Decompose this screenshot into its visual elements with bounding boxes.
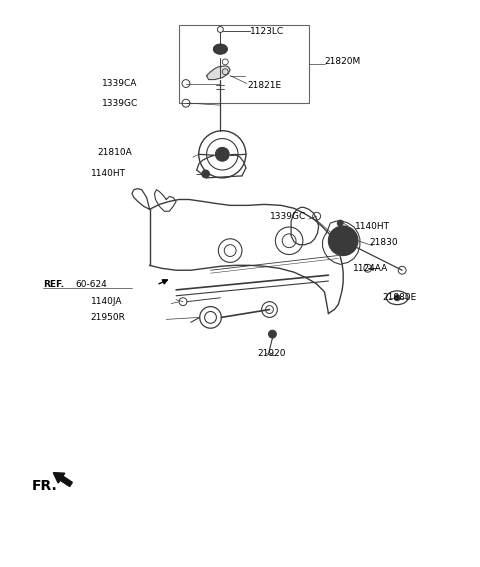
Text: 21880E: 21880E [383,293,417,302]
Circle shape [268,330,276,338]
Text: REF.: REF. [44,281,65,290]
Text: 1140HT: 1140HT [91,170,126,179]
Circle shape [394,295,400,301]
Circle shape [202,170,210,178]
Text: 1124AA: 1124AA [353,264,388,273]
FancyArrow shape [53,473,72,486]
Ellipse shape [214,44,227,54]
Circle shape [337,220,343,226]
Text: 1339GC: 1339GC [102,99,139,108]
Text: 1339GC: 1339GC [269,211,306,221]
Polygon shape [206,66,230,79]
Text: 1339CA: 1339CA [102,79,138,88]
Text: 21920: 21920 [258,349,286,358]
Text: 21821E: 21821E [247,81,281,90]
Circle shape [339,237,347,245]
Text: 1123LC: 1123LC [250,27,284,36]
Text: 1140HT: 1140HT [355,222,390,231]
Text: 21820M: 21820M [324,57,361,66]
Text: FR.: FR. [32,480,58,493]
Text: 60-624: 60-624 [75,281,107,290]
Text: 21810A: 21810A [97,148,132,157]
Text: 21950R: 21950R [91,313,125,322]
Circle shape [328,226,358,256]
Circle shape [216,147,229,161]
Text: 21830: 21830 [370,238,398,247]
Text: 1140JA: 1140JA [91,297,122,306]
Bar [179,24,309,103]
